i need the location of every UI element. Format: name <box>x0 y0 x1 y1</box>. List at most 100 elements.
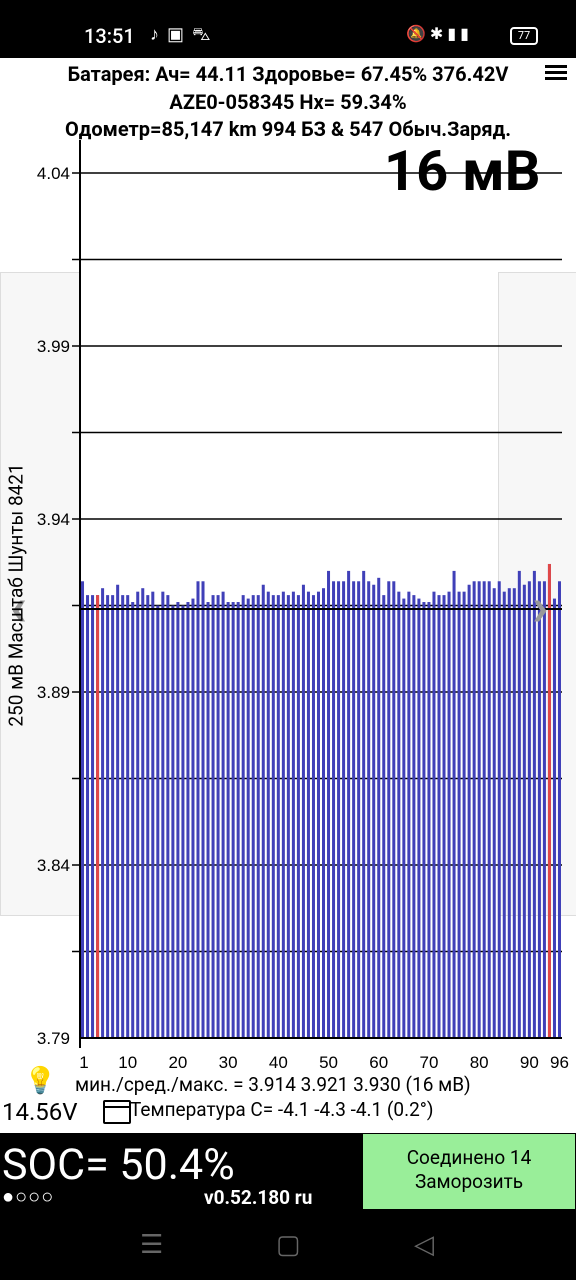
bar <box>151 591 155 1038</box>
chevron-left-icon[interactable]: ‹ <box>10 576 27 639</box>
bar <box>342 581 346 1038</box>
bar <box>276 595 280 1038</box>
navigation-bar <box>0 1215 576 1280</box>
bar <box>236 602 240 1038</box>
bar <box>457 591 461 1038</box>
bar <box>316 591 320 1038</box>
bar <box>176 602 180 1038</box>
bar <box>171 605 175 1038</box>
prev-page-panel[interactable] <box>0 272 80 916</box>
bar <box>432 591 436 1038</box>
vin-health: AZE0-058345 Hx= 59.34% <box>169 90 407 114</box>
bar <box>322 588 326 1038</box>
min-avg-max: мин./сред./макс. = 3.914 3.921 3.930 (16… <box>75 1073 471 1096</box>
bar <box>296 595 300 1038</box>
bar <box>327 570 331 1038</box>
mute-icon: 🔕 <box>406 24 430 43</box>
back-triangle-icon[interactable]: ◁ <box>414 1230 434 1260</box>
x-tick-label: 96 <box>550 1053 569 1072</box>
bar <box>246 598 250 1038</box>
x-tick-label: 80 <box>470 1053 489 1072</box>
bar <box>487 581 491 1038</box>
bars <box>81 563 561 1038</box>
bar <box>306 591 310 1038</box>
bar <box>407 591 411 1038</box>
bar <box>241 595 245 1038</box>
bar <box>347 570 351 1038</box>
bar <box>497 581 501 1038</box>
bar <box>206 602 210 1038</box>
bar <box>372 584 376 1038</box>
x-tick-label: 90 <box>520 1053 539 1072</box>
bar <box>106 595 110 1038</box>
bar <box>166 595 170 1038</box>
cell-voltage-chart: 3.79 3.84 3.89 3.94 3.99 4.04 1 10 20 30 40 50 60 70… <box>37 140 569 1072</box>
bar <box>427 602 431 1038</box>
bar <box>141 588 145 1038</box>
bar <box>101 588 105 1038</box>
x-tick-label: 60 <box>369 1053 388 1072</box>
calendar-icon[interactable] <box>103 1100 131 1124</box>
bar <box>216 595 220 1038</box>
battery-icon: 77 <box>510 27 538 45</box>
bar <box>161 591 165 1038</box>
bar <box>332 581 336 1038</box>
y-tick-label: 4.04 <box>37 164 70 183</box>
spread-value: 16 мВ <box>384 138 541 204</box>
menu-lines-icon[interactable]: ☰ <box>140 1230 164 1260</box>
bluetooth-icon: ✱ <box>429 24 448 43</box>
x-tick-label: 1 <box>79 1053 88 1072</box>
bar <box>542 581 546 1038</box>
bar <box>472 581 476 1038</box>
bar <box>412 595 416 1038</box>
bar <box>422 602 426 1038</box>
clock: 13:51 <box>84 24 135 48</box>
bar <box>462 591 466 1038</box>
bar <box>126 595 130 1038</box>
page-dots[interactable]: ●○○○ <box>2 1184 55 1208</box>
bar <box>527 581 531 1038</box>
x-tick-label: 70 <box>419 1053 438 1072</box>
y-tick-label: 3.89 <box>37 683 70 702</box>
bar <box>402 598 406 1038</box>
bar <box>552 598 556 1038</box>
chevron-right-icon[interactable]: › <box>532 576 549 639</box>
bar <box>437 595 441 1038</box>
bar <box>442 595 446 1038</box>
hamburger-menu-icon[interactable] <box>545 62 567 82</box>
bar <box>377 577 381 1038</box>
bar <box>116 584 120 1038</box>
x-tick-label: 20 <box>168 1053 187 1072</box>
y-tick-label: 3.94 <box>37 510 70 529</box>
bar <box>266 591 270 1038</box>
y-tick-label: 3.99 <box>37 337 70 356</box>
connect-freeze-button[interactable]: Соединено 14 Заморозить <box>363 1134 575 1209</box>
bar <box>502 591 506 1038</box>
bar <box>467 584 471 1038</box>
bar <box>311 595 315 1038</box>
bar <box>397 591 401 1038</box>
bar <box>181 605 185 1038</box>
bar <box>281 591 285 1038</box>
highlight-bar <box>547 563 551 1038</box>
bar <box>156 605 160 1038</box>
bar <box>226 602 230 1038</box>
bar <box>492 588 496 1038</box>
freeze-label: Заморозить <box>414 1170 524 1193</box>
bar <box>387 581 391 1038</box>
car-icon: ⛍ <box>192 24 219 45</box>
odometer: Одометр=85,147 km 994 БЗ & 547 Обыч.Заря… <box>64 117 512 141</box>
bar <box>301 584 305 1038</box>
bar <box>537 581 541 1038</box>
bar <box>186 602 190 1038</box>
bar <box>256 595 260 1038</box>
bar <box>86 595 90 1038</box>
bar <box>81 581 85 1038</box>
status-bar: 13:51 ♪▣⛍ 🔕✱▮▮ 77 <box>0 0 576 58</box>
y-axis-label: 250 мВ Масштаб Шунты 8421 <box>4 463 28 727</box>
bar <box>251 595 255 1038</box>
bar <box>91 595 95 1038</box>
home-square-icon[interactable]: ▢ <box>276 1230 301 1260</box>
lightbulb-icon[interactable]: 💡 <box>24 1066 57 1096</box>
temperature: Температура С= -4.1 -4.3 -4.1 (0.2°) <box>130 1098 434 1121</box>
